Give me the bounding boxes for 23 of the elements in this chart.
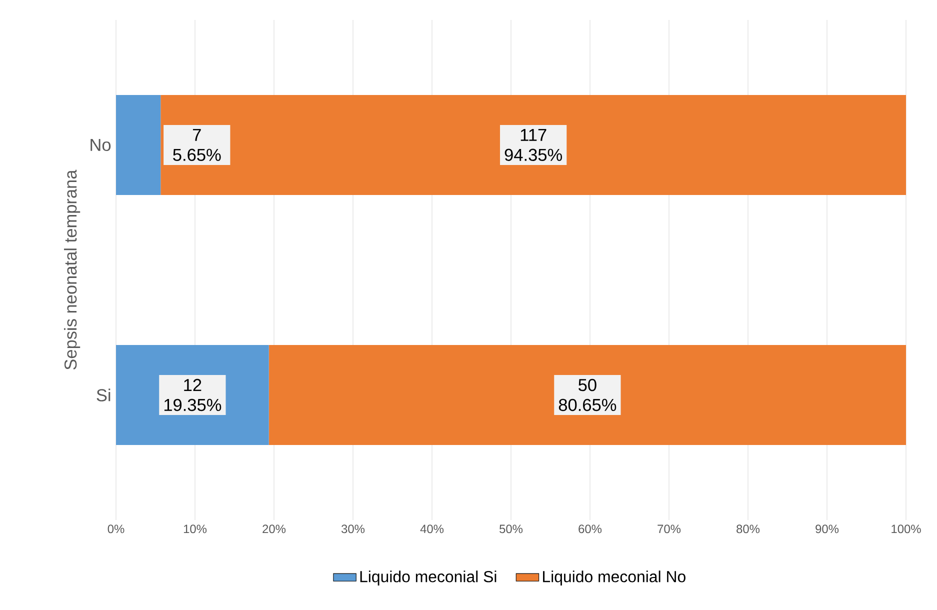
y-tick-label: Si: [96, 388, 110, 402]
x-tick-label: 50%: [500, 524, 523, 534]
x-tick-label: 90%: [816, 524, 839, 534]
y-axis-title: Sepsis neonatal temprana: [64, 170, 80, 370]
y-tick-label: No: [90, 138, 111, 152]
bar: [116, 94, 161, 195]
x-tick-label: 80%: [736, 524, 760, 534]
x-tick-label: 0%: [108, 524, 124, 534]
x-tick-label: 40%: [420, 524, 444, 534]
x-tick-label: 20%: [262, 524, 286, 534]
bar: [268, 345, 906, 445]
legend-label: Liquido meconial No: [543, 570, 686, 586]
x-tick-label: 10%: [184, 524, 207, 534]
legend-label: Liquido meconial Si: [360, 570, 496, 586]
x-tick-label: 100%: [892, 524, 921, 534]
x-tick-label: 70%: [658, 524, 681, 534]
data-label: 117 94.35%: [504, 129, 562, 161]
data-label: 50 80.65%: [558, 378, 616, 412]
data-label: 12 19.35%: [164, 378, 222, 412]
x-tick-label: 30%: [342, 524, 365, 534]
data-label: 7 5.65%: [173, 129, 221, 161]
x-tick-label: 60%: [578, 524, 602, 534]
bar: [160, 94, 906, 195]
